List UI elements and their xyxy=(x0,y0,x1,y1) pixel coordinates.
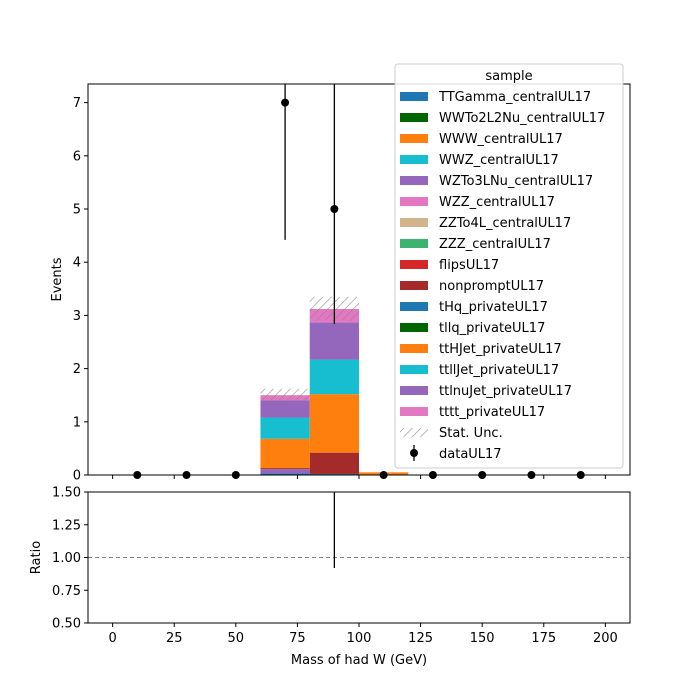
y-tick-label-3: 3 xyxy=(73,309,81,324)
legend-swatch-tllq_privateUL17 xyxy=(400,323,428,332)
x-tick-label-7: 175 xyxy=(531,631,556,646)
bar-nonpromptUL17-bin4 xyxy=(309,452,359,474)
legend-swatch-TTGamma_centralUL17 xyxy=(400,92,428,101)
x-tick-label-8: 200 xyxy=(593,631,618,646)
bar-ttllJet_privateUL17-bin3 xyxy=(260,417,310,439)
x-tick-label-0: 0 xyxy=(108,631,116,646)
ratio-y-tick-label-0: 0.50 xyxy=(52,617,81,632)
bar-ttlnuJet_privateUL17-bin3 xyxy=(260,400,310,418)
bar-TTGamma_centralUL17-bin3 xyxy=(260,473,310,475)
y-tick-label-7: 7 xyxy=(73,96,81,111)
ratio-axes-frame xyxy=(87,491,631,624)
x-tick-label-4: 100 xyxy=(347,631,372,646)
legend-label-Stat. Unc.: Stat. Unc. xyxy=(439,426,503,441)
data-point-4 xyxy=(330,205,339,214)
y-tick-label-2: 2 xyxy=(73,362,81,377)
bar-TTGamma_centralUL17-bin4 xyxy=(309,473,359,475)
legend-label-WWTo2L2Nu_centralUL17: WWTo2L2Nu_centralUL17 xyxy=(439,111,605,126)
legend-label-WZZ_centralUL17: WZZ_centralUL17 xyxy=(439,195,555,210)
legend-swatch-WWW_centralUL17 xyxy=(400,134,428,143)
data-point-3 xyxy=(281,98,290,107)
legend-marker-data xyxy=(410,449,418,457)
stat-unc-bin3 xyxy=(260,388,310,401)
legend-label-ZZZ_centralUL17: ZZZ_centralUL17 xyxy=(439,237,551,252)
legend-label-nonpromptUL17: nonpromptUL17 xyxy=(439,279,544,294)
legend-swatch-WZZ_centralUL17 xyxy=(400,197,428,206)
x-tick-label-1: 25 xyxy=(166,631,183,646)
legend-title: sample xyxy=(485,69,532,84)
legend-swatch-ttllJet_privateUL17 xyxy=(400,365,428,374)
legend-label-WZTo3LNu_centralUL17: WZTo3LNu_centralUL17 xyxy=(439,174,593,189)
legend-label-ttHJet_privateUL17: ttHJet_privateUL17 xyxy=(439,342,562,357)
legend-label-dataUL17: dataUL17 xyxy=(439,447,502,462)
y-tick-label-6: 6 xyxy=(73,149,81,164)
legend-label-WWW_centralUL17: WWW_centralUL17 xyxy=(439,132,563,147)
ratio-y-tick-label-3: 1.25 xyxy=(52,518,81,533)
bar-ttllJet_privateUL17-bin4 xyxy=(309,359,359,395)
legend-label-ZZTo4L_centralUL17: ZZTo4L_centralUL17 xyxy=(439,216,571,231)
legend-swatch-stat-unc xyxy=(400,428,428,437)
ratio-y-axis-title: Ratio xyxy=(29,541,44,574)
legend-label-ttlnuJet_privateUL17: ttlnuJet_privateUL17 xyxy=(439,384,572,399)
legend-swatch-ZZTo4L_centralUL17 xyxy=(400,218,428,227)
legend-swatch-tttt_privateUL17 xyxy=(400,407,428,416)
y-axis-title: Events xyxy=(50,257,65,301)
ratio-y-tick-label-1: 0.75 xyxy=(52,584,81,599)
legend-swatch-WWTo2L2Nu_centralUL17 xyxy=(400,113,428,122)
bar-ttlnuJet_privateUL17-bin4 xyxy=(309,322,359,360)
x-tick-label-5: 125 xyxy=(408,631,433,646)
legend-label-TTGamma_centralUL17: TTGamma_centralUL17 xyxy=(438,90,591,105)
legend-swatch-WWZ_centralUL17 xyxy=(400,155,428,164)
legend-label-flipsUL17: flipsUL17 xyxy=(439,258,499,273)
legend-frame xyxy=(394,63,624,469)
bar-ttHJet_privateUL17-bin3 xyxy=(260,438,310,469)
bar-ttHJet_privateUL17-bin4 xyxy=(309,394,359,453)
bar-nonpromptUL17-bin3 xyxy=(260,468,310,470)
ratio-y-tick-label-2: 1.00 xyxy=(52,551,81,566)
y-tick-label-1: 1 xyxy=(73,415,81,430)
x-tick-label-6: 150 xyxy=(470,631,495,646)
ratio-plot: 0.50 0.75 1.00 1.25 1.50 0 25 50 75 100 125 150 175 2… xyxy=(29,486,631,668)
legend-swatch-ttHJet_privateUL17 xyxy=(400,344,428,353)
legend-swatch-flipsUL17 xyxy=(400,260,428,269)
bar-WZTo3LNu_centralUL17-bin3 xyxy=(260,469,310,474)
legend-label-tllq_privateUL17: tllq_privateUL17 xyxy=(439,321,545,336)
legend-swatch-nonpromptUL17 xyxy=(400,281,428,290)
x-tick-label-3: 75 xyxy=(289,631,306,646)
legend-swatch-tHq_privateUL17 xyxy=(400,302,428,311)
x-axis-title: Mass of had W (GeV) xyxy=(291,653,427,668)
y-tick-label-4: 4 xyxy=(73,256,81,271)
legend-label-WWZ_centralUL17: WWZ_centralUL17 xyxy=(439,153,559,168)
y-tick-label-0: 0 xyxy=(73,469,81,484)
legend-label-ttllJet_privateUL17: ttllJet_privateUL17 xyxy=(439,363,559,378)
main-plot: 0 1 2 3 4 5 6 7 Events xyxy=(50,83,631,484)
legend-swatch-ZZZ_centralUL17 xyxy=(400,239,428,248)
x-tick-label-2: 50 xyxy=(228,631,245,646)
ratio-y-tick-label-4: 1.50 xyxy=(52,486,81,501)
legend-swatch-WZTo3LNu_centralUL17 xyxy=(400,176,428,185)
legend-swatch-ttlnuJet_privateUL17 xyxy=(400,386,428,395)
legend: sample TTGamma_centralUL17 WWTo2L2Nu_centr… xyxy=(394,63,624,469)
legend-label-tttt_privateUL17: tttt_privateUL17 xyxy=(439,405,545,420)
legend-label-tHq_privateUL17: tHq_privateUL17 xyxy=(439,300,548,315)
y-tick-label-5: 5 xyxy=(73,203,81,218)
